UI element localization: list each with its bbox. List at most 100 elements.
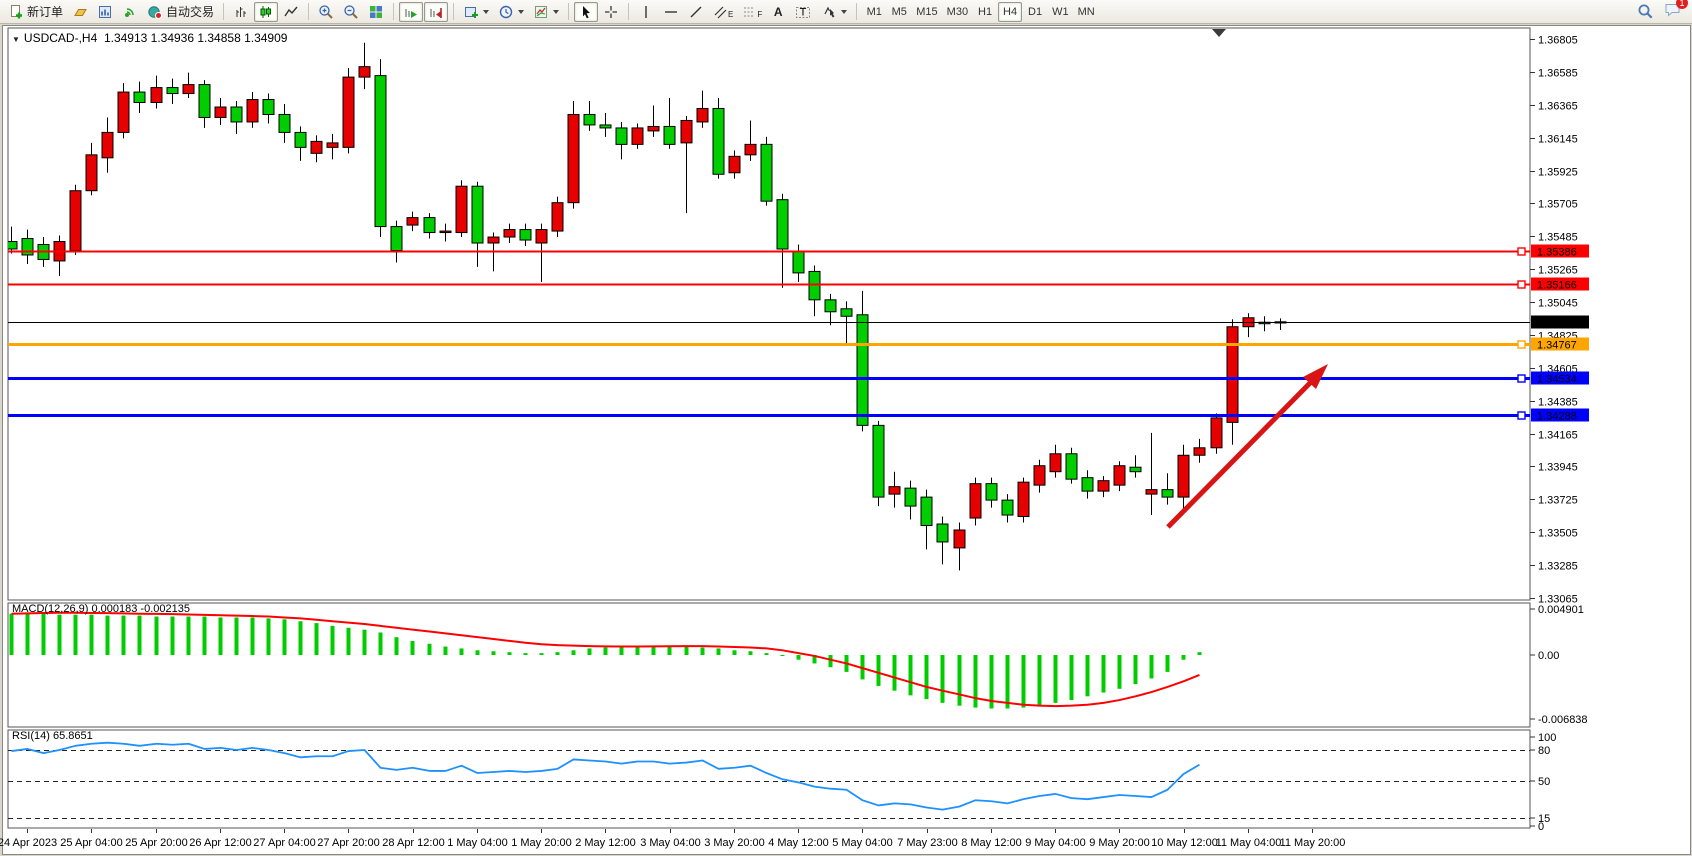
macd-bar (346, 627, 351, 655)
candle (150, 87, 163, 104)
new-chart-dropdown[interactable] (459, 2, 493, 22)
macd-bar (57, 614, 62, 655)
order-line-handle[interactable] (1517, 340, 1526, 349)
macd-bar (154, 616, 159, 655)
trendline-button[interactable] (684, 2, 708, 22)
channel-glyph: E (728, 10, 734, 19)
order-line-handle[interactable] (1517, 247, 1526, 256)
macd-bar (121, 615, 126, 655)
zoom-out-button[interactable] (339, 2, 363, 22)
auto-trading-button[interactable]: 自动交易 (143, 2, 218, 22)
text-label-button[interactable]: T (790, 2, 816, 22)
timeframe-w1-button[interactable]: W1 (1048, 2, 1073, 22)
candle (744, 143, 757, 156)
bar-chart-button[interactable] (229, 2, 253, 22)
macd-bar (1053, 655, 1058, 703)
new-order-button[interactable]: 新订单 (4, 2, 67, 22)
candle (953, 529, 966, 549)
svg-text:9 May 04:00: 9 May 04:00 (1025, 837, 1086, 849)
svg-text:25 Apr 04:00: 25 Apr 04:00 (60, 837, 122, 849)
chart-shift-button[interactable] (424, 1, 449, 22)
chart-ohlc-values: 1.34913 1.34936 1.34858 1.34909 (103, 31, 288, 45)
crosshair-button[interactable] (599, 2, 623, 22)
chart-title: ▼ USDCAD-,H4 1.34913 1.34936 1.34858 1.34… (12, 31, 287, 45)
auto-scroll-button[interactable] (399, 1, 424, 22)
chart-window[interactable] (2, 25, 1691, 855)
candle (1113, 465, 1126, 486)
tile-windows-button[interactable] (364, 2, 388, 22)
signals-icon (125, 7, 134, 17)
svg-text:1.35705: 1.35705 (1538, 199, 1578, 211)
candle (599, 124, 612, 129)
timeframe-m15-button[interactable]: M15 (912, 2, 941, 22)
vertical-line-button[interactable] (634, 2, 658, 22)
candle (326, 142, 339, 148)
macd-bar (394, 637, 399, 655)
svg-text:0: 0 (1538, 821, 1544, 833)
svg-text:1.34385: 1.34385 (1538, 397, 1578, 409)
macd-bar (202, 616, 207, 655)
macd-bar (908, 655, 913, 696)
cursor-button[interactable] (574, 1, 599, 22)
market-watch-button[interactable] (68, 2, 92, 22)
timeframe-h1-button[interactable]: H1 (973, 2, 997, 22)
horizontal-line-button[interactable] (659, 2, 683, 22)
macd-panel: 0.004901 0.00 -0.006838 (9, 604, 1588, 726)
order-line-handle[interactable] (1517, 280, 1526, 289)
macd-bar (378, 632, 383, 655)
candle (1017, 481, 1030, 518)
candlesticks-layer (8, 42, 1287, 571)
svg-text:-0.006838: -0.006838 (1538, 714, 1588, 726)
line-chart-button[interactable] (279, 2, 303, 22)
macd-bar (475, 650, 480, 655)
timeframe-h4-button[interactable]: H4 (998, 1, 1023, 22)
text-button[interactable]: A (767, 2, 789, 22)
candle (663, 125, 676, 145)
svg-text:26 Apr 12:00: 26 Apr 12:00 (189, 837, 251, 849)
zoom-in-button[interactable] (314, 2, 338, 22)
dropdown-caret-icon (483, 9, 490, 14)
candlestick-chart-button[interactable] (254, 1, 279, 22)
candle (647, 125, 660, 132)
indicators-dropdown[interactable] (529, 2, 563, 22)
data-window-button[interactable] (93, 2, 117, 22)
fibonacci-button[interactable]: F (738, 2, 766, 22)
candle (133, 91, 146, 104)
macd-bar (940, 655, 945, 703)
timeframe-m1-button[interactable]: M1 (862, 2, 886, 22)
timeframe-m30-button[interactable]: M30 (943, 2, 972, 22)
macd-bar (266, 618, 271, 655)
candle (535, 229, 548, 244)
search-icon[interactable] (1637, 3, 1654, 20)
svg-text:1.34909: 1.34909 (1537, 318, 1577, 330)
profiles-dropdown[interactable] (494, 2, 528, 22)
timeframe-mn-button[interactable]: MN (1074, 2, 1099, 22)
trend-arrow[interactable] (1166, 364, 1328, 529)
bar-chart-icon (236, 6, 247, 17)
macd-bar (539, 653, 544, 655)
macd-bar (651, 645, 656, 655)
shapes-dropdown[interactable] (817, 2, 851, 22)
svg-text:4 May 12:00: 4 May 12:00 (768, 837, 829, 849)
candle (230, 106, 243, 123)
svg-text:1.35045: 1.35045 (1538, 298, 1578, 310)
timeframe-m5-button[interactable]: M5 (887, 2, 911, 22)
order-line-handle[interactable] (1517, 374, 1526, 383)
candle (1177, 454, 1190, 498)
svg-text:1.36145: 1.36145 (1538, 134, 1578, 146)
candle (166, 87, 179, 95)
equidistant-channel-button[interactable]: E (709, 2, 737, 22)
toolbar-separator (856, 3, 858, 20)
chart-shift-marker[interactable] (1212, 29, 1226, 37)
timeframe-d1-button[interactable]: D1 (1023, 2, 1047, 22)
signals-button[interactable] (118, 2, 142, 22)
order-line-handle[interactable] (1517, 411, 1526, 420)
candle (776, 199, 789, 250)
fibonacci-glyph: F (757, 10, 763, 19)
auto-trading-icon (148, 5, 163, 19)
notifications-button[interactable]: 1 (1664, 0, 1688, 22)
symbol-dropdown-icon[interactable]: ▼ (12, 35, 20, 44)
candle (487, 236, 500, 244)
macd-bar (41, 613, 46, 655)
